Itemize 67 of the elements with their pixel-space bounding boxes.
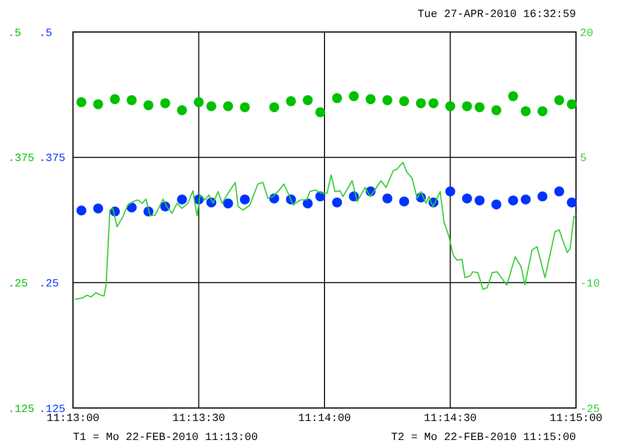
point — [143, 100, 154, 110]
point — [76, 205, 86, 216]
point — [462, 101, 472, 112]
y-tick-label: .375 — [8, 153, 34, 166]
point — [240, 194, 250, 204]
y2-tick-label: .25 — [39, 278, 59, 291]
point — [554, 186, 564, 196]
point — [508, 195, 518, 206]
point — [445, 186, 456, 196]
point — [537, 106, 548, 116]
point — [126, 95, 137, 106]
text: T2 = Mo 22-FEB-2010 11:15:00 — [391, 432, 576, 444]
point — [520, 194, 531, 204]
point — [176, 194, 187, 204]
x-tick-label: 11:13:30 — [172, 413, 226, 425]
point — [428, 98, 438, 108]
text: Tue 27-APR-2010 16:32:59 — [418, 9, 576, 21]
point — [474, 102, 485, 112]
point — [332, 93, 342, 104]
point — [93, 203, 104, 214]
y2-tick-label: .375 — [39, 153, 66, 166]
x-tick-label: 11:14:00 — [298, 413, 351, 425]
y-tick-label: .125 — [8, 404, 34, 416]
point — [537, 191, 548, 202]
point — [176, 105, 187, 116]
x-tick-label: 11:13:00 — [46, 413, 100, 425]
point — [399, 196, 410, 206]
y-tick-label: .25 — [8, 278, 28, 291]
point — [491, 105, 502, 116]
point — [382, 95, 392, 106]
point — [206, 101, 216, 112]
point — [382, 193, 392, 204]
point — [520, 106, 531, 116]
point — [286, 96, 296, 106]
point — [508, 91, 518, 102]
point — [302, 95, 313, 106]
point — [366, 94, 376, 104]
point — [194, 97, 204, 108]
text: T1 = Mo 22-FEB-2010 11:13:00 — [73, 432, 258, 444]
point — [491, 199, 502, 210]
point — [566, 197, 577, 208]
y2-tick-label: .5 — [39, 28, 52, 40]
point — [399, 96, 410, 106]
point — [240, 102, 250, 112]
point — [416, 98, 426, 108]
point — [110, 94, 120, 104]
y3-tick-label: 5 — [580, 153, 587, 166]
point — [462, 193, 472, 204]
point — [566, 99, 577, 110]
point — [445, 101, 456, 112]
point — [315, 107, 326, 118]
point — [223, 198, 234, 208]
y3-tick-label: 20 — [580, 28, 594, 40]
y3-tick-label: -10 — [580, 278, 600, 291]
point — [160, 98, 170, 108]
y-tick-label: .5 — [8, 28, 22, 40]
point — [223, 101, 234, 112]
x-tick-label: 11:14:30 — [424, 413, 477, 425]
point — [554, 95, 564, 106]
point — [269, 102, 280, 112]
point — [332, 197, 342, 208]
point — [76, 97, 86, 108]
x-tick-label: 11:15:00 — [550, 413, 602, 425]
point — [474, 195, 485, 206]
point — [93, 99, 104, 110]
point — [348, 91, 359, 102]
point — [302, 198, 313, 208]
